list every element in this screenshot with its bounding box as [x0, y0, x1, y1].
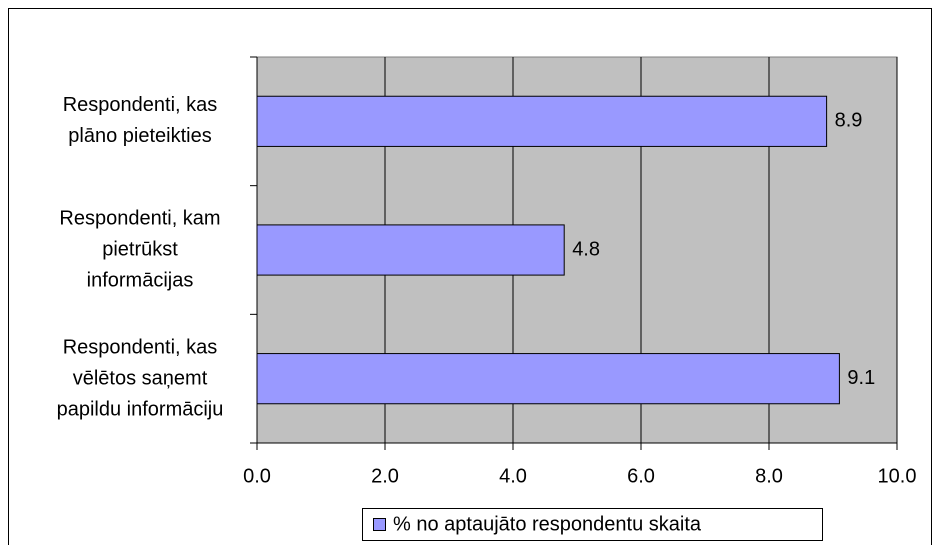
x-tick-label: 10.0: [878, 465, 917, 487]
x-tick-label: 0.0: [243, 465, 271, 487]
bar: [256, 224, 565, 276]
x-tick-label: 8.0: [755, 465, 783, 487]
legend-label: % no aptaujāto respondentu skaita: [393, 513, 702, 535]
data-label: 9.1: [847, 367, 875, 389]
y-tick-label: Respondenti, kas plāno pieteikties: [62, 94, 218, 148]
bar: [256, 95, 828, 147]
x-tick-label: 2.0: [371, 465, 399, 487]
chart-frame: [8, 8, 932, 545]
bar: [256, 353, 840, 405]
y-tick-label: Respondenti, kam pietrūkst informācijas: [59, 207, 221, 292]
legend-swatch: [373, 518, 386, 531]
legend-box: [362, 508, 823, 541]
data-label: 4.8: [572, 238, 600, 260]
x-tick-label: 6.0: [627, 465, 655, 487]
x-tick-label: 4.0: [499, 465, 527, 487]
data-label: 8.9: [835, 110, 863, 132]
y-tick-label: Respondenti, kas vēlētos saņemt papildu …: [56, 336, 224, 421]
